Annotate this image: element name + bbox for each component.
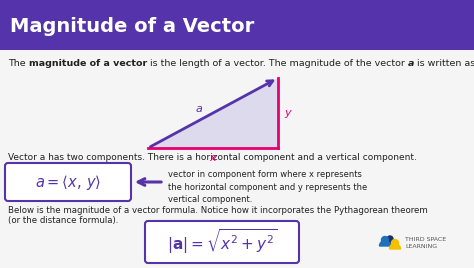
Text: a: a	[408, 58, 414, 68]
Circle shape	[392, 240, 399, 247]
Wedge shape	[385, 240, 394, 245]
Text: The: The	[8, 58, 28, 68]
Text: y: y	[285, 108, 292, 118]
Text: Magnitude of a Vector: Magnitude of a Vector	[10, 17, 254, 36]
Text: is written as |: is written as |	[414, 58, 474, 68]
Wedge shape	[380, 240, 391, 246]
Text: Vector a has two components. There is a horizontal component and a vertical comp: Vector a has two components. There is a …	[8, 154, 417, 162]
Text: Below is the magnitude of a vector formula. Notice how it incorporates the Pytha: Below is the magnitude of a vector formu…	[8, 206, 428, 215]
Wedge shape	[390, 244, 401, 249]
FancyBboxPatch shape	[145, 221, 299, 263]
Circle shape	[382, 236, 389, 244]
Text: (or the distance formula).: (or the distance formula).	[8, 216, 118, 225]
Text: $|\mathbf{a}| = \sqrt{x^2 + y^2}$: $|\mathbf{a}| = \sqrt{x^2 + y^2}$	[167, 228, 277, 256]
Polygon shape	[148, 78, 278, 148]
Text: is the length of a vector. The magnitude of the vector: is the length of a vector. The magnitude…	[147, 58, 408, 68]
Text: $a = \langle x,\, y \rangle$: $a = \langle x,\, y \rangle$	[35, 173, 101, 192]
Text: magnitude of a vector: magnitude of a vector	[28, 58, 147, 68]
Text: x: x	[210, 153, 216, 163]
Text: THIRD SPACE
LEARNING: THIRD SPACE LEARNING	[405, 237, 446, 249]
Text: a: a	[196, 104, 202, 114]
Text: vector in component form where x represents
the horizontal component and y repre: vector in component form where x represe…	[168, 170, 367, 204]
Circle shape	[387, 236, 393, 242]
FancyBboxPatch shape	[5, 163, 131, 201]
Bar	[0, 0, 474, 50]
